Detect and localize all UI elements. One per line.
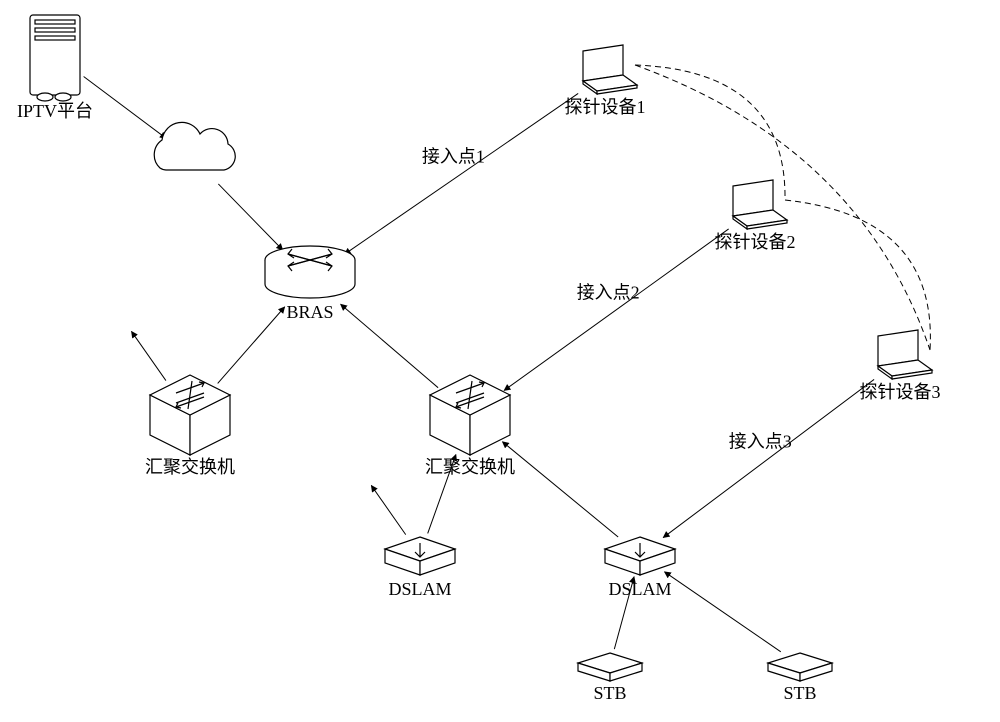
edge-dslamR-swR [502, 442, 618, 537]
node-swR [430, 375, 510, 455]
edge-swR-bras [341, 304, 439, 387]
dashed-link [635, 65, 930, 350]
dashed-link [635, 65, 785, 200]
node-laptop2 [733, 180, 787, 229]
edge-server-cloud [84, 76, 167, 138]
node-dslamR [605, 537, 675, 575]
edge-label-laptop1-bras: 接入点1 [422, 146, 485, 166]
node-swL [150, 375, 230, 455]
label-bras: BRAS [286, 302, 333, 322]
node-stbL [578, 653, 642, 681]
edge-laptop2-swR [504, 229, 729, 391]
label-dslamR: DSLAM [608, 579, 671, 599]
edge-laptop1-bras [344, 93, 578, 254]
label-server: IPTV平台 [17, 101, 93, 121]
edge-label-laptop2-swR: 接入点2 [577, 282, 640, 302]
label-laptop3: 探针设备3 [860, 382, 941, 402]
node-bras [265, 246, 355, 298]
dangling-dslamL [371, 485, 405, 534]
node-laptop1 [583, 45, 637, 94]
node-stbR [768, 653, 832, 681]
dangling-swL [131, 331, 165, 380]
label-stbR: STB [783, 683, 816, 703]
nodes-layer [30, 15, 932, 681]
label-laptop2: 探针设备2 [715, 232, 796, 252]
dashed-link [785, 200, 930, 350]
edge-stbR-dslamR [664, 572, 780, 652]
edge-cloud-bras [218, 184, 282, 250]
node-cloud [154, 122, 235, 170]
node-laptop3 [878, 330, 932, 379]
label-laptop1: 探针设备1 [565, 97, 646, 117]
label-swR: 汇聚交换机 [425, 457, 515, 477]
node-dslamL [385, 537, 455, 575]
label-stbL: STB [593, 683, 626, 703]
edge-laptop3-dslamR [663, 379, 874, 537]
label-dslamL: DSLAM [388, 579, 451, 599]
dashed-layer [635, 65, 930, 350]
edge-label-laptop3-dslamR: 接入点3 [729, 431, 792, 451]
label-swL: 汇聚交换机 [145, 457, 235, 477]
node-server [30, 15, 80, 101]
edge-swL-bras [218, 307, 285, 384]
